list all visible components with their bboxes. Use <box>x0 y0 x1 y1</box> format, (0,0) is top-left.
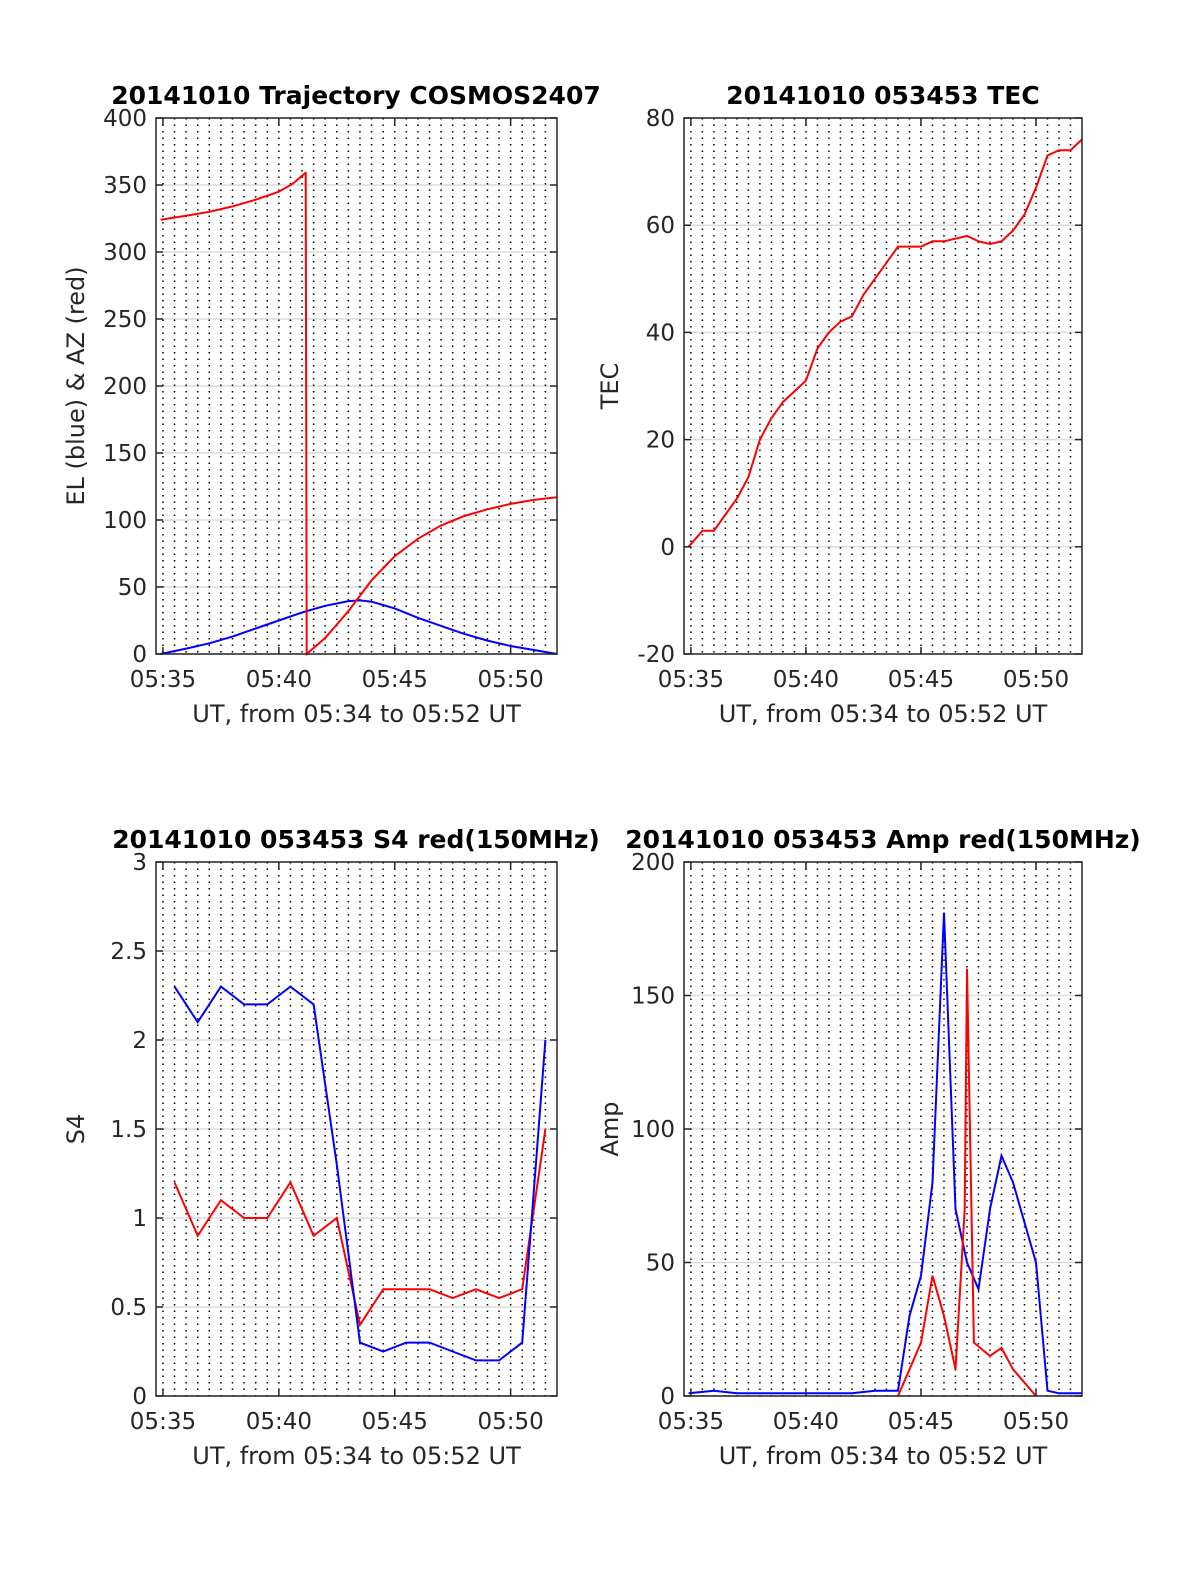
axes-box <box>683 117 1083 655</box>
x-axis-label: UT, from 05:34 to 05:52 UT <box>192 700 521 728</box>
y-tick-label: 0 <box>660 535 675 561</box>
x-axis-label: UT, from 05:34 to 05:52 UT <box>719 1442 1048 1470</box>
x-tick-label: 05:45 <box>362 667 428 693</box>
x-tick-label: 05:35 <box>658 1409 724 1435</box>
chart-title: 20141010 053453 Amp red(150MHz) <box>625 825 1141 854</box>
y-tick-label: 250 <box>103 307 147 333</box>
y-tick-label: 40 <box>646 320 675 346</box>
y-tick-label: 350 <box>103 173 147 199</box>
series-1-line <box>173 985 547 1362</box>
y-axis-label: Amp <box>596 1101 624 1156</box>
series-0-line <box>160 599 558 655</box>
y-axis-label: EL (blue) & AZ (red) <box>62 266 90 505</box>
x-tick-label: 05:35 <box>130 667 196 693</box>
y-tick-label: 300 <box>103 240 147 266</box>
y-tick-label: 0.5 <box>110 1295 147 1321</box>
y-tick-label: 80 <box>646 106 675 132</box>
y-tick-label: 100 <box>631 1117 675 1143</box>
x-tick-label: 05:45 <box>888 1409 954 1435</box>
x-tick-label: 05:40 <box>773 667 839 693</box>
y-tick-label: 200 <box>103 374 147 400</box>
chart-title: 20141010 Trajectory COSMOS2407 <box>111 81 601 110</box>
y-tick-label: 0 <box>660 1384 675 1410</box>
chart-trajectory: 0 50 100 150 200 250 300 350 400 05:35 05:40 05:45 0… <box>62 81 601 728</box>
x-tick-label: 05:50 <box>477 667 543 693</box>
chart-tec: -20 0 20 40 60 80 05:35 05:40 05:45 05:50 20141010… <box>596 81 1083 728</box>
plot-background <box>684 118 1082 654</box>
series-0-line <box>687 138 1083 548</box>
series-0-line <box>173 1128 547 1328</box>
y-tick-label: 2 <box>132 1028 147 1054</box>
y-tick-label: 2.5 <box>110 939 147 965</box>
y-tick-label: 400 <box>103 106 147 132</box>
y-tick-label: 0 <box>132 642 147 668</box>
x-tick-label: 05:50 <box>1003 667 1069 693</box>
x-tick-label: 05:40 <box>246 667 312 693</box>
chart-s4: 0 0.5 1 1.5 2 2.5 3 05:35 05:40 05:45 05:50 2014101… <box>62 825 600 1470</box>
x-tick-label: 05:45 <box>888 667 954 693</box>
y-tick-label: 0 <box>132 1384 147 1410</box>
x-tick-label: 05:40 <box>773 1409 839 1435</box>
y-tick-label: 100 <box>103 508 147 534</box>
y-tick-label: 60 <box>646 213 675 239</box>
y-tick-label: 3 <box>132 850 147 876</box>
series-0-line <box>688 912 1082 1395</box>
x-tick-label: 05:50 <box>1003 1409 1069 1435</box>
x-axis-label: UT, from 05:34 to 05:52 UT <box>192 1442 521 1470</box>
y-tick-label: 50 <box>118 575 147 601</box>
chart-amp: 0 50 100 150 200 05:35 05:40 05:45 05:50 20141010… <box>596 825 1141 1470</box>
y-tick-label: 1.5 <box>110 1117 147 1143</box>
x-tick-label: 05:50 <box>477 1409 543 1435</box>
y-tick-label: 150 <box>631 984 675 1010</box>
x-tick-label: 05:45 <box>362 1409 428 1435</box>
x-tick-label: 05:40 <box>246 1409 312 1435</box>
x-tick-label: 05:35 <box>130 1409 196 1435</box>
x-axis-label: UT, from 05:34 to 05:52 UT <box>719 700 1048 728</box>
chart-title: 20141010 053453 TEC <box>726 81 1039 110</box>
y-axis-label: TEC <box>596 363 624 411</box>
series-1-line <box>160 171 558 657</box>
y-tick-label: 1 <box>132 1206 147 1232</box>
series-1-line <box>897 968 1037 1397</box>
y-tick-label: 20 <box>646 428 675 454</box>
y-tick-label: 200 <box>631 850 675 876</box>
y-tick-label: -20 <box>637 642 675 668</box>
chart-title: 20141010 053453 S4 red(150MHz) <box>112 825 600 854</box>
y-axis-label: S4 <box>62 1114 90 1145</box>
y-tick-label: 150 <box>103 441 147 467</box>
x-tick-label: 05:35 <box>658 667 724 693</box>
y-tick-label: 50 <box>646 1251 675 1277</box>
